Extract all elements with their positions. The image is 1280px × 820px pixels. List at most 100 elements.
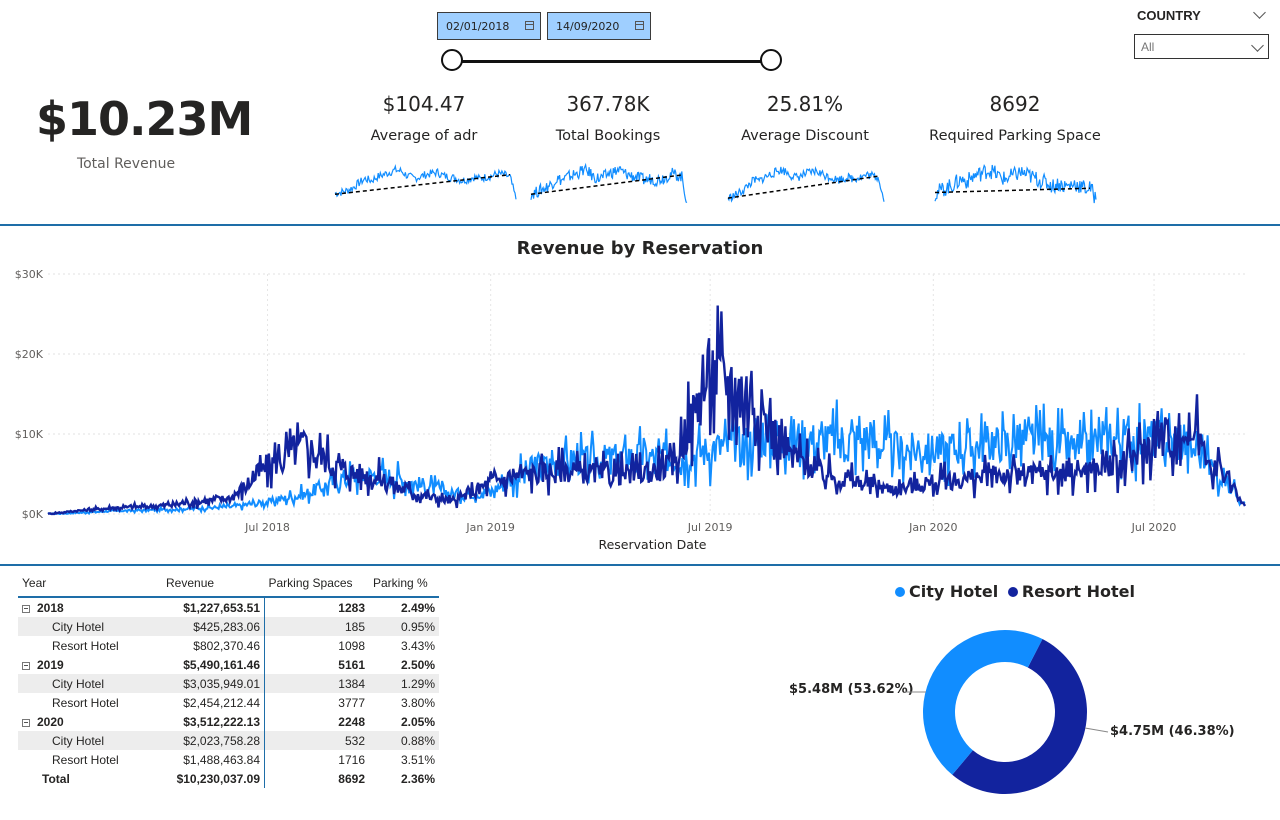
column-header-parking-pct[interactable]: Parking % xyxy=(369,572,439,598)
row-label: Total xyxy=(18,769,162,788)
y-tick-label: $20K xyxy=(15,348,44,361)
row-label-text: City Hotel xyxy=(52,619,105,634)
end-date-input[interactable]: 14/09/2020 xyxy=(547,12,651,40)
cell-pct: 3.51% xyxy=(369,750,439,769)
sparkline-adr xyxy=(334,163,517,200)
row-label: City Hotel xyxy=(18,674,162,693)
row-label-text: 2020 xyxy=(37,714,64,729)
chevron-down-icon[interactable] xyxy=(1253,6,1266,19)
section-divider xyxy=(0,564,1280,566)
donut-slice-city-hotel[interactable] xyxy=(923,630,1043,775)
sparkline-path xyxy=(727,165,885,203)
row-label-text: Resort Hotel xyxy=(52,695,119,710)
country-dropdown[interactable]: All xyxy=(1134,34,1269,59)
row-label-text: City Hotel xyxy=(52,676,105,691)
hotel-donut-chart xyxy=(923,630,1087,794)
cell-pct: 1.29% xyxy=(369,674,439,693)
collapse-icon[interactable] xyxy=(22,718,30,727)
row-label: Resort Hotel xyxy=(18,693,162,712)
table-row: City Hotel $425,283.06 185 0.95% xyxy=(18,617,439,636)
x-tick-label: Jul 2020 xyxy=(1131,521,1177,534)
revenue-line-chart: $0K $10K $20K $30K Jul 2018 Jan 2019 Jul 2019 J… xyxy=(15,268,1247,534)
row-label[interactable]: 2020 xyxy=(18,712,162,731)
cell-pct: 0.88% xyxy=(369,731,439,750)
legend-item-city-hotel[interactable]: City Hotel xyxy=(895,582,998,601)
table-row: Resort Hotel $1,488,463.84 1716 3.51% xyxy=(18,750,439,769)
cell-revenue: $3,512,222.13 xyxy=(162,712,265,731)
kpi-bookings-label: Total Bookings xyxy=(555,128,661,144)
table-row: City Hotel $3,035,949.01 1384 1.29% xyxy=(18,674,439,693)
sparkline-trend xyxy=(530,174,682,195)
kpi-bookings-value: 367.78K xyxy=(566,92,650,116)
cell-parking: 1384 xyxy=(264,674,369,693)
calendar-icon[interactable] xyxy=(635,21,644,30)
cell-parking: 5161 xyxy=(338,657,365,672)
series-line-city-hotel[interactable] xyxy=(47,399,1246,516)
cell-revenue: $2,454,212.44 xyxy=(162,693,265,712)
row-label-text: Resort Hotel xyxy=(52,752,119,767)
cell-revenue: $5,490,161.46 xyxy=(162,655,265,674)
date-range-end-handle[interactable] xyxy=(760,49,782,71)
table-row-year: 2020 $3,512,222.13 2248 2.05% xyxy=(18,712,439,731)
donut-label-city: $5.48M (53.62%) xyxy=(789,682,914,697)
cell-pct: 3.80% xyxy=(369,693,439,712)
cell-parking: 1283 xyxy=(338,600,365,615)
sparkline-trend xyxy=(934,187,1091,194)
row-label-text: 2019 xyxy=(37,657,64,672)
row-label[interactable]: 2019 xyxy=(18,655,162,674)
cell-parking: 1716 xyxy=(264,750,369,769)
cell-revenue: $425,283.06 xyxy=(162,617,265,636)
column-header-year[interactable]: Year xyxy=(18,572,162,598)
cell-pct: 2.36% xyxy=(400,771,435,786)
cell-revenue: $2,023,758.28 xyxy=(162,731,265,750)
cell-revenue: $1,227,653.51 xyxy=(162,597,265,617)
table-row-total: Total $10,230,037.09 8692 2.36% xyxy=(18,769,439,788)
cell-revenue: $1,488,463.84 xyxy=(162,750,265,769)
cell-parking: 8692 xyxy=(338,771,365,786)
column-header-revenue[interactable]: Revenue xyxy=(162,572,265,598)
donut-leader-lines xyxy=(904,691,1109,733)
legend-dot-icon xyxy=(1007,587,1018,597)
cell-parking: 532 xyxy=(264,731,369,750)
row-label-text: Total xyxy=(42,771,70,786)
cell-pct: 2.05% xyxy=(400,714,435,729)
revenue-matrix-table: Year Revenue Parking Spaces Parking % 20… xyxy=(18,572,439,788)
table-row: Resort Hotel $2,454,212.44 3777 3.80% xyxy=(18,693,439,712)
row-label: Resort Hotel xyxy=(18,750,162,769)
row-label-text: 2018 xyxy=(37,600,64,615)
chevron-down-icon[interactable] xyxy=(1251,39,1264,52)
donut-label-resort: $4.75M (46.38%) xyxy=(1110,724,1235,739)
x-tick-label: Jul 2018 xyxy=(244,521,290,534)
country-slicer-title: COUNTRY xyxy=(1137,8,1201,23)
date-range-track[interactable] xyxy=(452,60,772,63)
x-tick-label: Jan 2019 xyxy=(465,521,514,534)
date-range-start-handle[interactable] xyxy=(441,49,463,71)
donut-slice-resort-hotel[interactable] xyxy=(952,639,1087,794)
start-date-input[interactable]: 02/01/2018 xyxy=(437,12,541,40)
column-header-parking-spaces[interactable]: Parking Spaces xyxy=(264,572,369,598)
sparkline-bookings xyxy=(530,162,688,204)
cell-revenue: $802,370.46 xyxy=(162,636,265,655)
sparkline-trend xyxy=(727,175,879,199)
table-row: City Hotel $2,023,758.28 532 0.88% xyxy=(18,731,439,750)
cell-pct: 2.50% xyxy=(400,657,435,672)
table-row-year: 2018 $1,227,653.51 1283 2.49% xyxy=(18,597,439,617)
total-revenue-value: $10.23M xyxy=(36,92,253,146)
total-revenue-label: Total Revenue xyxy=(76,156,176,172)
series-line-resort-hotel[interactable] xyxy=(47,305,1247,516)
collapse-icon[interactable] xyxy=(22,661,30,670)
legend-item-resort-hotel[interactable]: Resort Hotel xyxy=(1007,582,1135,601)
cell-revenue: $10,230,037.09 xyxy=(162,769,265,788)
row-label[interactable]: 2018 xyxy=(18,597,162,617)
sparkline-discount xyxy=(727,165,885,203)
sparkline-trend xyxy=(334,173,511,196)
start-date-text: 02/01/2018 xyxy=(446,20,510,33)
sparkline-parking xyxy=(934,163,1097,204)
calendar-icon[interactable] xyxy=(525,21,534,30)
country-selected-value: All xyxy=(1141,40,1155,54)
y-tick-label: $0K xyxy=(22,508,44,521)
collapse-icon[interactable] xyxy=(22,604,30,613)
cell-pct: 3.43% xyxy=(369,636,439,655)
table-row: Resort Hotel $802,370.46 1098 3.43% xyxy=(18,636,439,655)
cell-parking: 185 xyxy=(264,617,369,636)
